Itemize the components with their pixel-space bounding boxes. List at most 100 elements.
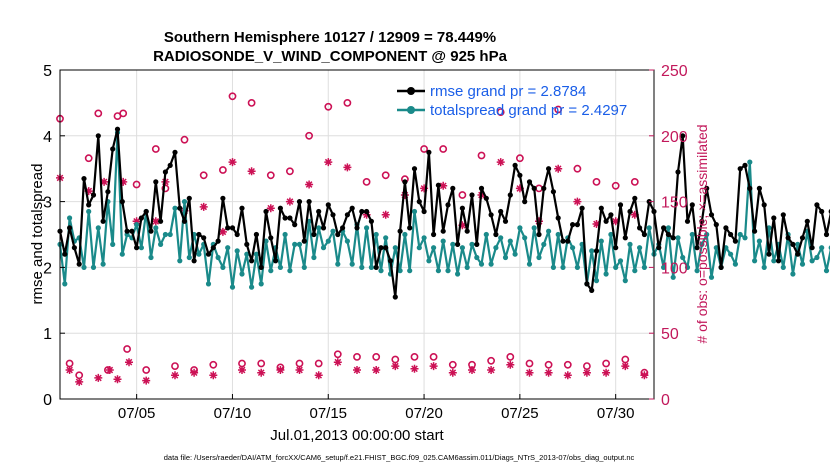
totalspread-series-point-91 xyxy=(493,245,499,251)
rmse-series-point-144 xyxy=(747,185,753,191)
rmse-series-point-5 xyxy=(81,176,87,182)
obs-possible-point-25 xyxy=(285,167,294,176)
obs-assimilated-point-20 xyxy=(228,158,237,167)
totalspread-series-point-46 xyxy=(277,264,283,270)
rmse-series xyxy=(57,126,830,300)
totalspread-series-point-68 xyxy=(383,235,389,241)
obs-possible-point-35 xyxy=(381,171,390,180)
totalspread-series-point-50 xyxy=(296,241,303,247)
obs-possible-point-13 xyxy=(171,362,179,370)
rmse-series-point-51 xyxy=(301,238,307,244)
totalspread-series-point-78 xyxy=(431,245,437,251)
totalspread-series-point-114 xyxy=(603,271,609,277)
rmse-series-point-27 xyxy=(186,195,192,201)
obs-possible-point-32 xyxy=(353,352,361,361)
totalspread-series-point-140 xyxy=(728,251,734,257)
rmse-series-point-50 xyxy=(296,199,303,205)
rmse-series-point-32 xyxy=(210,245,216,251)
obs-possible-point-42 xyxy=(448,360,457,369)
obs-assimilated-point-2 xyxy=(75,377,84,386)
rmse-series-point-12 xyxy=(114,126,121,132)
rmse-series-point-34 xyxy=(220,195,226,201)
rmse-series-point-58 xyxy=(335,231,341,238)
totalspread-series-point-73 xyxy=(407,268,413,274)
obs-assimilated-point-52 xyxy=(535,217,543,226)
y-ticks-left: 0 1 2 3 4 5 xyxy=(43,63,65,409)
rmse-series-point-73 xyxy=(407,225,413,231)
obs-assimilated-point-33 xyxy=(353,366,361,374)
totalspread-series-point-60 xyxy=(344,238,350,244)
obs-assimilated-point-58 xyxy=(592,220,601,228)
x-ticks: 07/05 07/10 07/15 07/20 07/25 07/30 xyxy=(118,394,634,422)
obs-possible-point-20 xyxy=(238,359,246,368)
obs-assimilated-point-43 xyxy=(448,368,457,377)
y-ticks-right: 0 50 100 150 200 250 xyxy=(649,63,688,409)
rmse-series-point-40 xyxy=(249,258,255,264)
totalspread-series-point-66 xyxy=(373,231,379,238)
rmse-series-point-69 xyxy=(387,258,394,264)
rmse-series-point-78 xyxy=(431,231,437,238)
totalspread-series-point-94 xyxy=(507,238,513,244)
obs-possible-point-17 xyxy=(209,360,218,369)
rmse-series-point-4 xyxy=(76,261,82,267)
obs-possible-point-39 xyxy=(420,145,428,153)
rmse-series-point-108 xyxy=(574,222,581,228)
totalspread-series-point-13 xyxy=(119,251,125,257)
obs-possible-point-48 xyxy=(506,352,515,361)
totalspread-series-point-44 xyxy=(268,268,274,274)
rmse-series-point-48 xyxy=(287,215,293,221)
totalspread-series-point-132 xyxy=(689,231,695,238)
totalspread-series-point-121 xyxy=(637,245,643,251)
rmse-series-point-14 xyxy=(124,228,130,234)
obs-assimilated-point-28 xyxy=(305,180,314,189)
obs-possible-series xyxy=(56,92,649,380)
totalspread-series-point-104 xyxy=(555,231,561,238)
totalspread-series-point-89 xyxy=(483,231,489,238)
plot-frame xyxy=(59,69,655,400)
rmse-series-point-113 xyxy=(598,205,604,211)
obs-assimilated-point-24 xyxy=(266,204,275,213)
totalspread-series-point-101 xyxy=(541,241,547,247)
obs-possible-point-30 xyxy=(333,350,342,359)
obs-assimilated-point-21 xyxy=(238,366,246,374)
totalspread-series-point-27 xyxy=(186,254,192,261)
totalspread-series-point-33 xyxy=(215,254,221,261)
y-axis-label-left: rmse and totalspread xyxy=(29,164,46,305)
rmse-series-point-28 xyxy=(191,258,197,264)
rmse-series-point-38 xyxy=(239,205,245,211)
totalspread-series-point-65 xyxy=(368,264,374,270)
x-tick-label-2: 07/15 xyxy=(309,405,347,422)
rmse-series-point-80 xyxy=(440,228,446,234)
obs-assimilated-point-53 xyxy=(544,368,553,377)
rmse-series-point-109 xyxy=(579,205,585,211)
totalspread-series-point-20 xyxy=(153,225,159,231)
totalspread-series-point-35 xyxy=(225,245,231,251)
totalspread-series-point-26 xyxy=(181,199,188,205)
obs-assimilated-point-19 xyxy=(218,227,227,236)
rmse-series-point-66 xyxy=(373,264,379,270)
obs-possible-point-57 xyxy=(592,177,601,186)
obs-assimilated-point-16 xyxy=(190,368,199,377)
totalspread-series-point-58 xyxy=(335,261,341,267)
totalspread-series-point-53 xyxy=(311,254,317,261)
totalspread-series-point-9 xyxy=(100,261,106,267)
obs-possible-point-26 xyxy=(295,359,304,368)
rmse-series-point-135 xyxy=(704,185,710,191)
totalspread-series-point-159 xyxy=(819,245,825,251)
legend-rmse-marker xyxy=(407,87,415,95)
rmse-series-point-103 xyxy=(550,189,557,195)
totalspread-series-point-90 xyxy=(488,261,494,267)
obs-assimilated-point-35 xyxy=(372,366,381,374)
chart-title-line2: RADIOSONDE_V_WIND_COMPONENT @ 925 hPa xyxy=(153,48,508,65)
rmse-series-point-130 xyxy=(680,133,686,139)
obs-possible-point-52 xyxy=(544,360,553,369)
obs-possible-point-16 xyxy=(199,171,208,180)
totalspread-series-point-130 xyxy=(680,254,686,261)
totalspread-series-point-87 xyxy=(474,254,480,261)
rmse-series-point-117 xyxy=(617,202,624,208)
rmse-series-point-10 xyxy=(105,189,111,195)
rmse-series-point-3 xyxy=(71,245,77,251)
rmse-series-point-146 xyxy=(756,185,763,191)
rmse-series-point-149 xyxy=(771,215,777,221)
rmse-series-point-116 xyxy=(613,245,619,251)
